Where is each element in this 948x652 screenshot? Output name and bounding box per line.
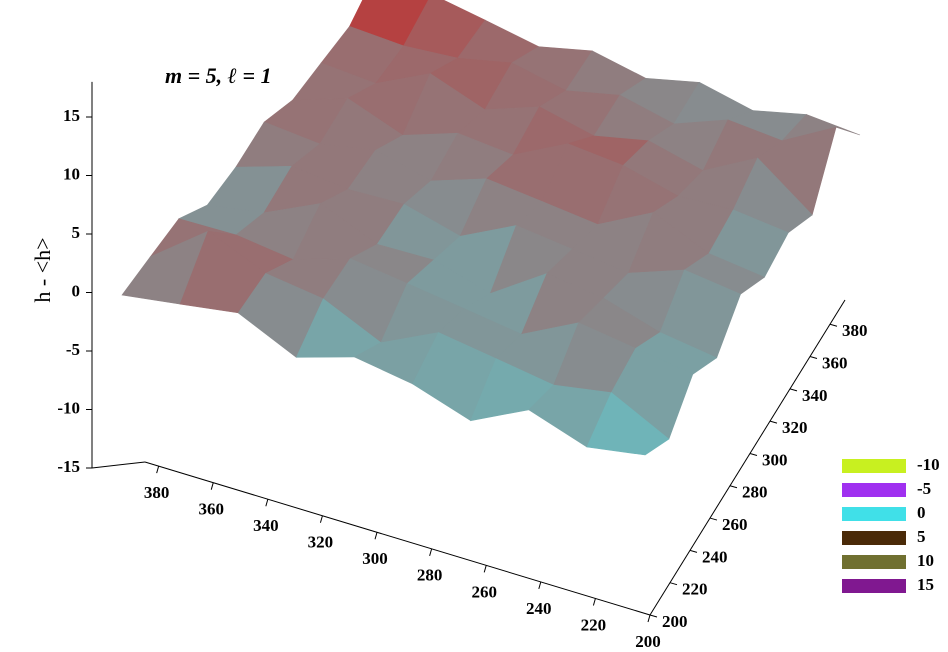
x-tick bbox=[265, 499, 269, 507]
legend-label: -5 bbox=[917, 479, 931, 498]
y-tick bbox=[789, 388, 798, 392]
y-tick bbox=[669, 582, 678, 586]
y-tick-label: 240 bbox=[702, 547, 728, 566]
y-axis bbox=[649, 299, 846, 616]
z-tick-label: 0 bbox=[72, 281, 81, 300]
x-axis bbox=[144, 461, 651, 616]
y-tick-label: 280 bbox=[742, 483, 768, 502]
y-tick-label: 300 bbox=[762, 450, 788, 469]
z-tick-label: -5 bbox=[66, 340, 80, 359]
z-axis-base bbox=[91, 461, 146, 469]
x-tick bbox=[210, 482, 214, 490]
legend-label: 10 bbox=[917, 551, 934, 570]
y-tick bbox=[649, 614, 658, 618]
x-tick-label: 380 bbox=[144, 483, 170, 502]
z-tick-label: -10 bbox=[57, 398, 80, 417]
x-tick bbox=[156, 465, 160, 474]
y-tick bbox=[749, 452, 758, 456]
x-tick-label: 260 bbox=[471, 582, 497, 601]
legend-swatch bbox=[842, 579, 906, 593]
x-tick-label: 200 bbox=[635, 632, 661, 651]
x-tick bbox=[647, 614, 651, 623]
legend-label: 0 bbox=[917, 503, 926, 522]
y-tick bbox=[809, 356, 818, 360]
legend-label: 15 bbox=[917, 575, 934, 594]
y-tick-label: 220 bbox=[682, 580, 708, 599]
x-tick-label: 220 bbox=[581, 615, 607, 634]
x-tick-label: 280 bbox=[417, 566, 443, 585]
x-tick bbox=[538, 581, 542, 590]
x-tick-label: 300 bbox=[362, 549, 388, 568]
x-tick-label: 240 bbox=[526, 599, 552, 618]
chart-title: m = 5, ℓ = 1 bbox=[165, 63, 272, 88]
y-tick bbox=[829, 323, 838, 327]
y-tick bbox=[709, 517, 718, 521]
z-tick-label: 15 bbox=[63, 106, 80, 125]
x-tick bbox=[374, 532, 378, 540]
x-tick bbox=[483, 565, 487, 573]
z-axis-label: h - <h> bbox=[30, 237, 55, 302]
y-tick-label: 380 bbox=[842, 321, 868, 340]
y-tick-label: 200 bbox=[662, 612, 688, 631]
y-tick-label: 320 bbox=[782, 418, 808, 437]
legend-swatch bbox=[842, 483, 906, 497]
y-tick bbox=[689, 549, 698, 553]
x-tick bbox=[429, 548, 433, 556]
surface-cell bbox=[586, 392, 670, 456]
x-tick-label: 340 bbox=[253, 516, 279, 535]
x-tick-label: 320 bbox=[308, 533, 334, 552]
x-tick bbox=[319, 515, 323, 523]
y-tick bbox=[729, 485, 738, 489]
legend-label: -10 bbox=[917, 455, 940, 474]
legend-swatch bbox=[842, 555, 906, 569]
x-tick-label: 360 bbox=[198, 500, 224, 519]
legend-swatch bbox=[842, 507, 906, 521]
z-tick-label: -15 bbox=[57, 457, 80, 476]
x-tick bbox=[592, 598, 596, 606]
y-tick-label: 260 bbox=[722, 515, 748, 534]
z-tick-label: 5 bbox=[72, 223, 81, 242]
legend-swatch bbox=[842, 531, 906, 545]
y-tick-label: 360 bbox=[822, 353, 848, 372]
y-tick bbox=[769, 420, 778, 424]
legend-label: 5 bbox=[917, 527, 926, 546]
legend-swatch bbox=[842, 459, 906, 473]
y-tick-label: 340 bbox=[802, 386, 828, 405]
z-tick-label: 10 bbox=[63, 164, 80, 183]
